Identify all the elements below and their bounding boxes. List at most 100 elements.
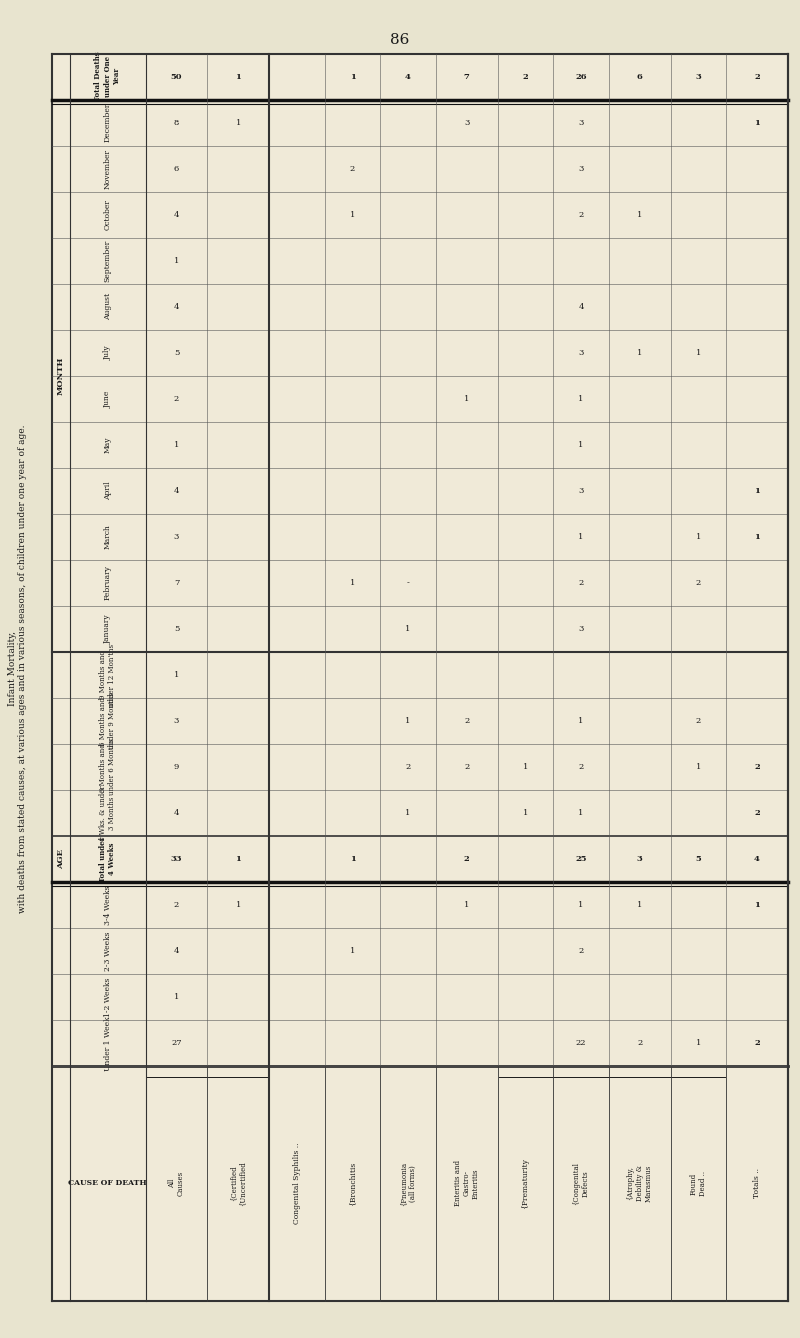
Text: 27: 27 [171, 1040, 182, 1048]
Text: 2-3 Weeks: 2-3 Weeks [104, 931, 112, 971]
Text: 2: 2 [754, 1040, 760, 1048]
Text: 2: 2 [350, 165, 355, 173]
Text: 1: 1 [350, 72, 355, 80]
Text: 1: 1 [522, 809, 528, 818]
Text: May: May [104, 436, 112, 454]
Text: 1: 1 [464, 902, 470, 910]
Text: 1: 1 [174, 993, 179, 1001]
Text: 3: 3 [695, 72, 702, 80]
Text: 2: 2 [578, 210, 584, 218]
Text: 1: 1 [696, 1040, 701, 1048]
Text: 1: 1 [350, 947, 355, 955]
Text: 33: 33 [170, 855, 182, 863]
Text: 7: 7 [464, 72, 470, 80]
Text: 1: 1 [174, 672, 179, 680]
Text: 6: 6 [174, 165, 179, 173]
Text: July: July [104, 345, 112, 360]
Text: 2: 2 [174, 395, 179, 403]
Text: 1: 1 [235, 855, 241, 863]
Text: {Pneumonia
(all forms): {Pneumonia (all forms) [399, 1161, 417, 1206]
Text: 22: 22 [576, 1040, 586, 1048]
Text: 2: 2 [696, 579, 701, 587]
Text: 1: 1 [235, 902, 241, 910]
Text: AGE: AGE [57, 850, 65, 870]
Text: Infant Mortality,
with deaths from stated causes, at various ages and in various: Infant Mortality, with deaths from state… [8, 424, 27, 914]
Text: 2: 2 [578, 947, 584, 955]
Text: 2: 2 [464, 855, 470, 863]
Text: August: August [104, 293, 112, 320]
Text: 1: 1 [578, 902, 584, 910]
Text: 4: 4 [754, 855, 760, 863]
Text: 1: 1 [578, 440, 584, 448]
Text: 1: 1 [522, 763, 528, 771]
Text: 1: 1 [235, 72, 241, 80]
Text: 1: 1 [350, 855, 355, 863]
Text: 3-4 Weeks: 3-4 Weeks [104, 886, 112, 925]
Text: 9 Months and
under 12 Mon'ths: 9 Months and under 12 Mon'ths [99, 644, 116, 706]
Text: 5: 5 [174, 349, 179, 357]
Text: November: November [104, 149, 112, 189]
Text: January: January [104, 614, 112, 644]
Text: Total Deaths
under One
Year: Total Deaths under One Year [94, 52, 121, 102]
Text: February: February [104, 566, 112, 601]
Text: June: June [104, 391, 112, 408]
Text: September: September [104, 240, 112, 282]
Text: 3 Months and
under 6 Months: 3 Months and under 6 Months [99, 739, 116, 796]
Text: Congenital Syphilis ..: Congenital Syphilis .. [293, 1143, 301, 1224]
Text: Under 1 Week: Under 1 Week [104, 1016, 112, 1070]
Text: 2: 2 [464, 763, 470, 771]
Text: 1: 1 [754, 533, 760, 541]
Text: 2: 2 [174, 902, 179, 910]
Text: 2: 2 [522, 72, 528, 80]
Text: {Atrophy,
Debility &
Marasmus: {Atrophy, Debility & Marasmus [626, 1165, 653, 1202]
Text: 1: 1 [754, 902, 760, 910]
Text: 2: 2 [406, 763, 410, 771]
Text: 4 Wks. & under
3 Months: 4 Wks. & under 3 Months [99, 785, 116, 842]
Text: -: - [406, 579, 410, 587]
Text: 3: 3 [578, 487, 584, 495]
Text: 1: 1 [350, 579, 355, 587]
Text: 1: 1 [406, 717, 411, 725]
Text: 1: 1 [578, 809, 584, 818]
Text: 1: 1 [578, 717, 584, 725]
Text: 3: 3 [578, 625, 584, 633]
Text: March: March [104, 524, 112, 550]
Text: 5: 5 [695, 855, 702, 863]
Text: 1: 1 [696, 349, 701, 357]
Text: 9: 9 [174, 763, 179, 771]
Text: 1: 1 [637, 210, 642, 218]
Text: Totals ..: Totals .. [753, 1168, 761, 1199]
Text: 4: 4 [174, 487, 179, 495]
Text: Enteritis and
Gastro-
Enteritis: Enteritis and Gastro- Enteritis [454, 1160, 480, 1207]
Text: 1: 1 [578, 395, 584, 403]
Text: 2: 2 [578, 579, 584, 587]
Text: 26: 26 [575, 72, 587, 80]
Text: 5: 5 [174, 625, 179, 633]
Text: {Bronchitis: {Bronchitis [349, 1161, 357, 1206]
Text: 6: 6 [637, 72, 642, 80]
Text: 1: 1 [406, 809, 411, 818]
Text: {Certified
{Uncertified: {Certified {Uncertified [230, 1161, 247, 1206]
Text: 50: 50 [170, 72, 182, 80]
Text: 1: 1 [637, 902, 642, 910]
Text: 3: 3 [174, 717, 179, 725]
Text: 1: 1 [235, 119, 241, 127]
Text: December: December [104, 103, 112, 142]
Text: April: April [104, 482, 112, 500]
Text: 3: 3 [174, 533, 179, 541]
Text: CAUSE OF DEATH: CAUSE OF DEATH [68, 1180, 147, 1187]
Text: October: October [104, 199, 112, 230]
Text: 8: 8 [174, 119, 179, 127]
Text: 2: 2 [578, 763, 584, 771]
Text: 4: 4 [174, 947, 179, 955]
Text: 1: 1 [637, 349, 642, 357]
Text: 4: 4 [174, 302, 179, 310]
Text: 2: 2 [754, 72, 760, 80]
Text: 1: 1 [696, 763, 701, 771]
Text: 1: 1 [464, 395, 470, 403]
Text: 4: 4 [578, 302, 584, 310]
Text: 1-2 Weeks: 1-2 Weeks [104, 978, 112, 1017]
Text: 1: 1 [754, 487, 760, 495]
Text: 3: 3 [637, 855, 642, 863]
Text: 4: 4 [174, 210, 179, 218]
